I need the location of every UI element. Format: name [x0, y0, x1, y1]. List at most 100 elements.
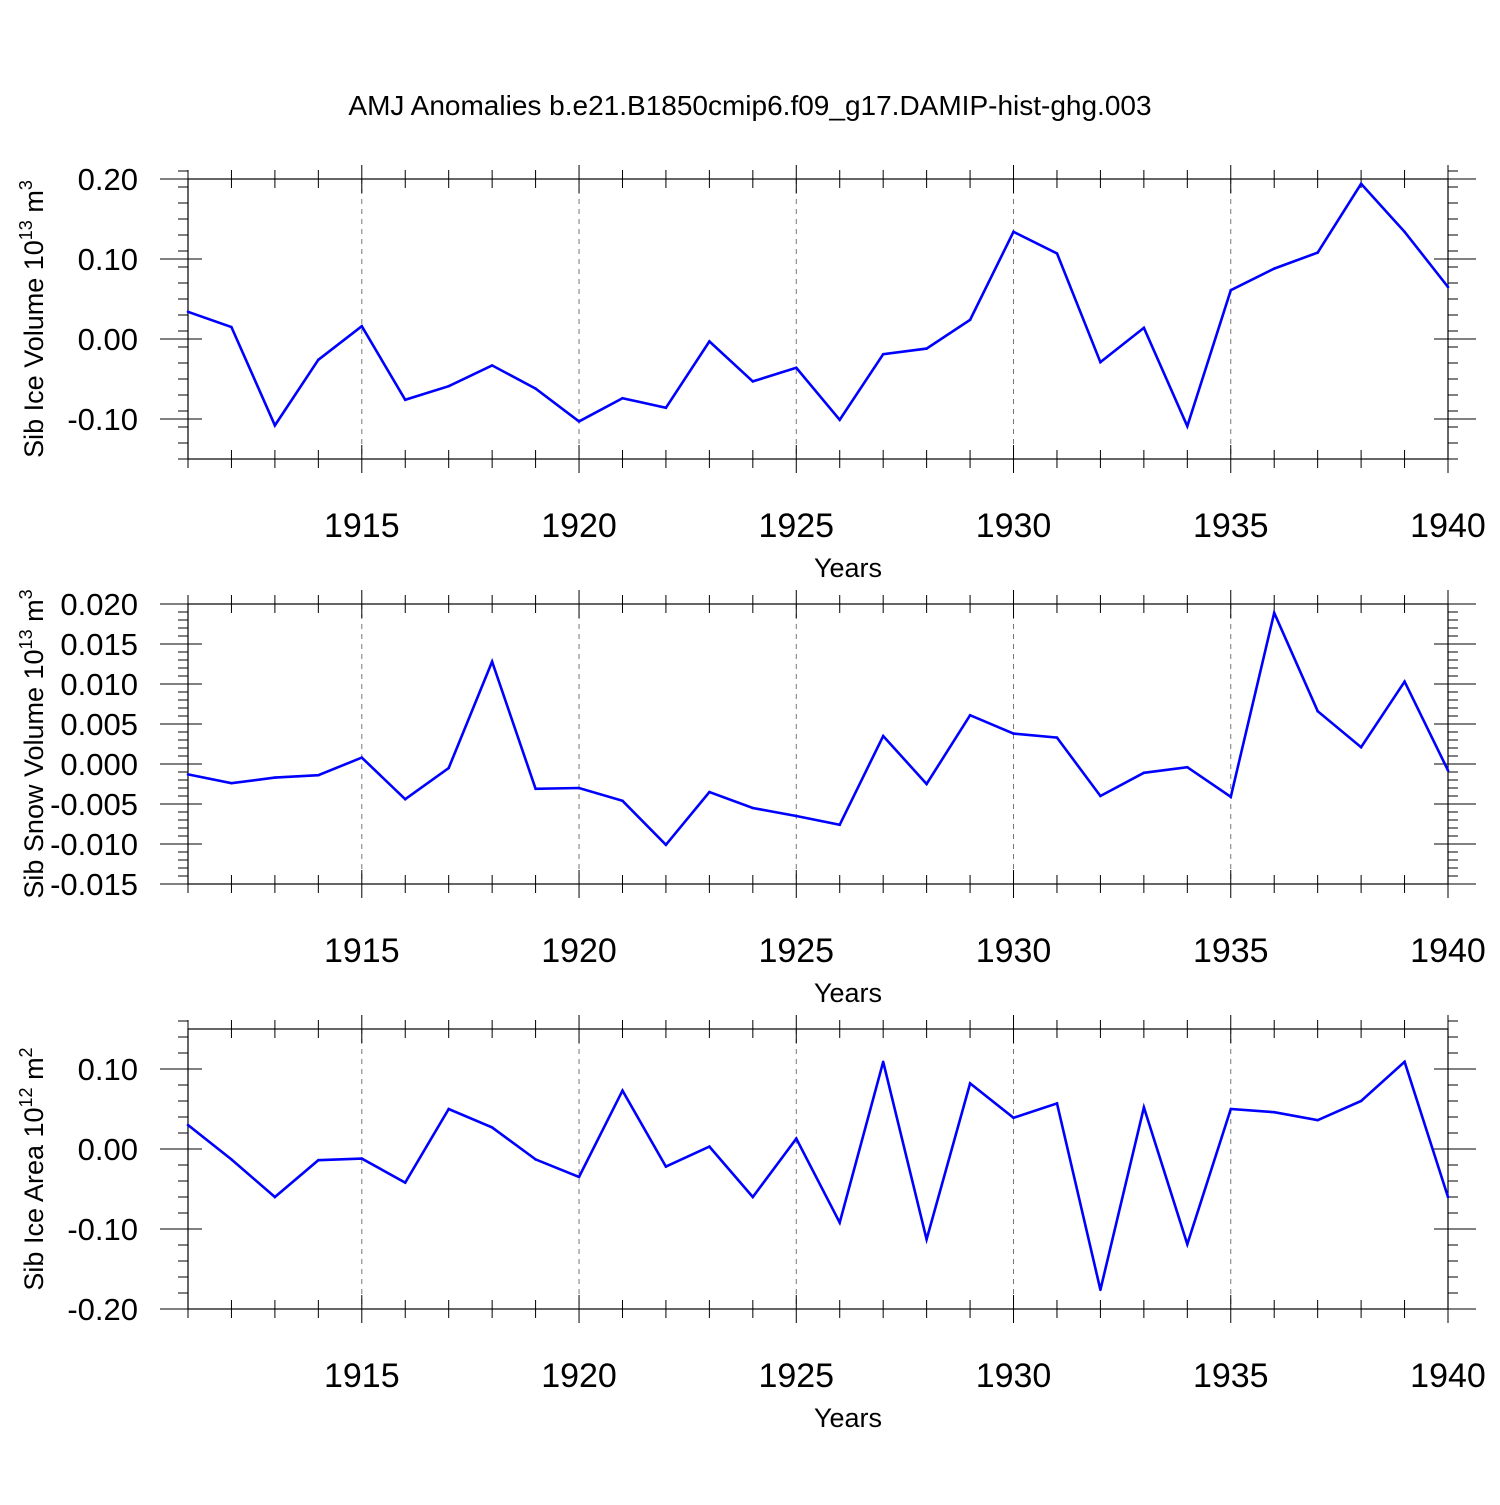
data-point	[1272, 1110, 1276, 1114]
data-point	[1229, 795, 1233, 799]
data-point	[577, 420, 581, 423]
data-point	[577, 1175, 581, 1179]
chart-panel-1: -0.10 0.00 0.10 0.20 1915 1920 1925 1930 1935 194…	[16, 162, 1486, 583]
data-point	[1229, 1107, 1233, 1111]
x-tick-label: 1920	[541, 1357, 617, 1395]
data-point	[1229, 288, 1233, 292]
x-tick-label: 1930	[976, 932, 1052, 970]
data-point	[1055, 736, 1059, 739]
y-axis-title: Sib Snow Volume 1013 m3	[16, 589, 49, 898]
data-point	[1446, 769, 1450, 772]
x-tick-label: 1920	[541, 932, 617, 970]
data-point	[230, 325, 233, 329]
y-axis-title-unit-exponent: 3	[16, 180, 36, 190]
data-point	[1272, 267, 1276, 270]
y-tick-label: -0.010	[50, 827, 138, 862]
x-tick-label: 1915	[324, 932, 400, 970]
data-point	[1186, 1242, 1189, 1246]
data-point	[1446, 285, 1450, 289]
x-tick-label: 1940	[1410, 507, 1486, 545]
y-tick-label: 0.005	[60, 707, 138, 742]
y-axis-title-text: Sib Ice Area 10	[19, 1107, 49, 1290]
data-point	[577, 786, 581, 790]
data-point	[447, 766, 450, 770]
y-axis-title-exponent: 13	[16, 629, 36, 649]
data-point	[1099, 794, 1102, 798]
y-tick-label: -0.10	[67, 402, 138, 437]
y-tick-label: 0.00	[78, 322, 138, 357]
data-point	[925, 782, 928, 786]
x-tick-label: 1940	[1410, 1357, 1486, 1395]
data-point	[534, 387, 537, 390]
y-tick-label: 0.015	[60, 627, 138, 662]
data-point	[490, 364, 494, 367]
data-point	[751, 806, 755, 810]
data-point	[968, 713, 972, 717]
x-tick-label: 1925	[758, 932, 834, 970]
data-point	[621, 396, 624, 400]
y-tick-label: 0.10	[78, 242, 138, 277]
data-point	[1012, 230, 1015, 234]
data-point	[273, 424, 277, 427]
data-point	[360, 1157, 364, 1160]
data-point	[621, 799, 624, 803]
x-tick-label: 1925	[758, 507, 834, 545]
data-point	[1316, 251, 1319, 254]
data-point	[447, 384, 450, 388]
data-point	[1316, 1118, 1319, 1122]
data-point	[751, 1195, 755, 1199]
data-point	[534, 1158, 537, 1161]
data-point	[1403, 230, 1406, 234]
data-point	[317, 358, 320, 362]
data-point	[1359, 182, 1363, 186]
data-point	[403, 398, 407, 402]
data-point	[1403, 1060, 1406, 1064]
data-point	[621, 1089, 624, 1092]
data-point	[1099, 1288, 1102, 1292]
x-tick-label: 1930	[976, 507, 1052, 545]
data-point	[317, 1158, 320, 1162]
data-point	[1142, 771, 1146, 775]
data-point	[360, 756, 364, 759]
y-axis-title-unit: m	[19, 1057, 49, 1087]
data-point	[273, 1195, 277, 1199]
y-axis-title-unit-exponent: 3	[16, 589, 36, 599]
x-axis-title: Years	[814, 978, 882, 1008]
series-line	[187, 181, 1450, 430]
data-point	[664, 406, 668, 410]
data-point	[1012, 1116, 1015, 1120]
data-point	[881, 352, 885, 356]
data-point	[794, 366, 798, 370]
data-point	[751, 380, 755, 383]
data-point	[1272, 611, 1276, 615]
data-point	[230, 1158, 233, 1161]
data-point	[186, 310, 190, 314]
data-point	[708, 790, 711, 794]
x-tick-label: 1920	[541, 507, 617, 545]
series-line	[187, 1059, 1450, 1291]
data-point	[794, 814, 798, 818]
x-tick-label: 1925	[758, 1357, 834, 1395]
data-point	[881, 1060, 885, 1064]
chart-panel-3: -0.20 -0.10 0.00 0.10 1915 1920 1925 1930 1935 19…	[16, 1015, 1486, 1433]
x-tick-label: 1935	[1193, 507, 1269, 545]
data-point	[360, 324, 364, 328]
data-point	[1099, 360, 1102, 364]
y-tick-label: -0.20	[67, 1292, 138, 1327]
data-point	[447, 1107, 450, 1111]
y-axis-title: Sib Ice Volume 1013 m3	[16, 180, 49, 458]
y-axis-title-exponent: 13	[16, 220, 36, 240]
data-point	[1012, 732, 1015, 735]
x-tick-label: 1935	[1193, 932, 1269, 970]
y-tick-label: 0.010	[60, 667, 138, 702]
data-point	[968, 318, 972, 322]
data-point	[534, 787, 537, 791]
data-point	[794, 1137, 798, 1140]
data-point	[708, 1145, 711, 1148]
data-point	[664, 1165, 668, 1168]
y-tick-label: -0.10	[67, 1212, 138, 1247]
data-point	[881, 734, 885, 738]
plot-frame	[187, 1028, 1449, 1310]
data-point	[1186, 424, 1189, 428]
